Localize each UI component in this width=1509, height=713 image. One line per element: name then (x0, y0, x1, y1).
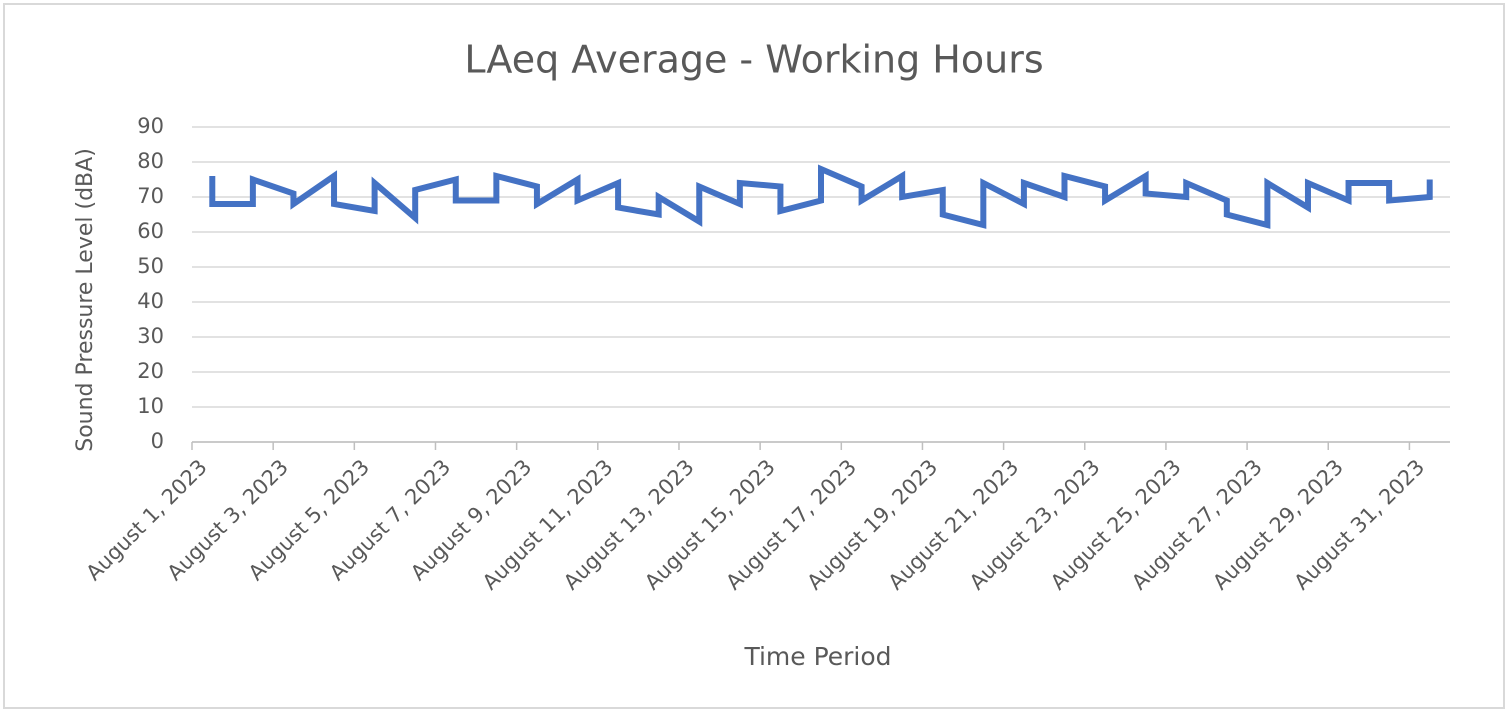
y-tick-label: 10 (137, 394, 164, 418)
chart-title: LAeq Average - Working Hours (464, 38, 1043, 82)
y-tick-label: 60 (137, 219, 164, 243)
y-tick-label: 40 (137, 289, 164, 313)
y-axis-title: Sound Pressure Level (dBA) (73, 148, 98, 452)
y-tick-label: 30 (137, 324, 164, 348)
data-line (209, 164, 1433, 229)
x-axis-title: Time Period (743, 642, 891, 671)
chart-border (3, 3, 1505, 709)
y-tick-label: 80 (137, 149, 164, 173)
y-tick-label: 20 (137, 359, 164, 383)
y-tick-label: 0 (151, 429, 164, 453)
y-tick-label: 70 (137, 184, 164, 208)
y-tick-label: 90 (137, 114, 164, 138)
y-tick-label: 50 (137, 254, 164, 278)
